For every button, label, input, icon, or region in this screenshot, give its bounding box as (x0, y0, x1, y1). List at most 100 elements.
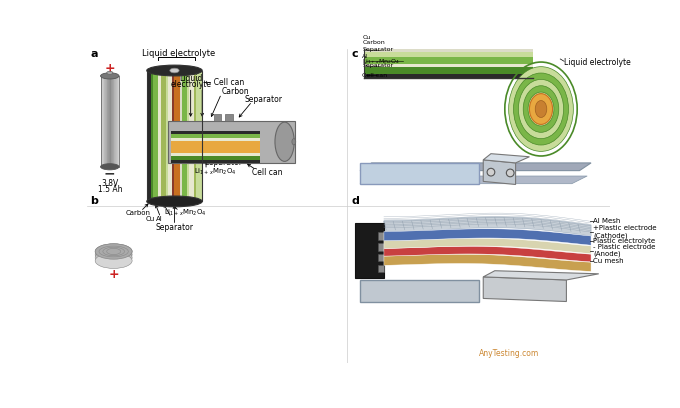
Text: +: + (540, 285, 549, 295)
Polygon shape (364, 36, 533, 40)
Bar (364, 17, 533, 78)
Polygon shape (364, 48, 533, 52)
Bar (112, 76, 113, 167)
Ellipse shape (535, 100, 547, 118)
Polygon shape (483, 271, 599, 280)
Ellipse shape (95, 247, 132, 262)
Polygon shape (364, 22, 533, 26)
Text: Cell can: Cell can (362, 73, 388, 78)
Bar (355, 223, 384, 278)
Text: AnyTesting.com: AnyTesting.com (479, 349, 540, 358)
Ellipse shape (530, 93, 553, 124)
Polygon shape (364, 73, 533, 78)
Text: b: b (90, 196, 99, 206)
Text: Cu: Cu (362, 35, 371, 40)
Bar (171, 131, 260, 134)
Text: a: a (90, 49, 98, 59)
Bar (171, 141, 260, 153)
Ellipse shape (292, 139, 296, 145)
Bar (147, 71, 202, 202)
Polygon shape (364, 58, 533, 64)
Bar (169, 71, 172, 202)
Text: - Plastic electrode
(Anode): - Plastic electrode (Anode) (594, 244, 656, 257)
Polygon shape (364, 26, 533, 32)
Bar (102, 76, 103, 167)
Ellipse shape (95, 244, 132, 259)
Text: Liquid electrolyte: Liquid electrolyte (141, 49, 215, 58)
Bar (214, 114, 222, 121)
Text: ← Cell can: ← Cell can (205, 78, 243, 86)
Text: +: + (105, 62, 115, 75)
Bar (171, 134, 260, 137)
Ellipse shape (101, 164, 119, 170)
Text: +: + (108, 268, 119, 281)
Bar (360, 280, 479, 302)
Ellipse shape (147, 65, 202, 76)
Text: Al Mesh: Al Mesh (594, 218, 621, 224)
Text: −: − (104, 166, 116, 180)
Text: Separator: Separator (362, 63, 394, 69)
Ellipse shape (275, 122, 294, 162)
Bar (171, 137, 260, 141)
Polygon shape (364, 73, 533, 78)
Bar (167, 121, 294, 163)
Text: Cu: Cu (146, 216, 154, 222)
Text: 3-4.1 W
1.1 Ah: 3-4.1 W 1.1 Ah (397, 163, 443, 184)
Polygon shape (364, 64, 533, 67)
Bar (196, 71, 202, 202)
Polygon shape (384, 254, 591, 271)
Bar (360, 163, 479, 184)
Bar (147, 71, 150, 202)
Text: 3.7 V
0.58 Ah: 3.7 V 0.58 Ah (397, 280, 442, 302)
Bar (172, 71, 175, 202)
Bar (180, 71, 182, 202)
Bar (117, 76, 118, 167)
Bar (189, 71, 194, 202)
Text: Liquid: Liquid (179, 74, 203, 83)
Ellipse shape (147, 196, 202, 207)
Bar (105, 76, 106, 167)
Polygon shape (364, 40, 533, 48)
Text: Cu mesh: Cu mesh (594, 258, 624, 264)
Ellipse shape (507, 169, 514, 177)
Bar (158, 71, 160, 202)
Bar (171, 160, 260, 163)
Bar (116, 76, 117, 167)
Text: Separator: Separator (245, 95, 283, 104)
Bar (115, 76, 116, 167)
Ellipse shape (95, 253, 132, 268)
Text: Separator: Separator (362, 47, 394, 52)
Text: electrolyte: electrolyte (170, 80, 211, 89)
Bar (109, 76, 111, 167)
Bar (171, 156, 260, 160)
Text: Carbon: Carbon (362, 40, 385, 44)
Ellipse shape (523, 86, 559, 132)
Text: Plastic electrolyte: Plastic electrolyte (594, 238, 656, 244)
Text: c: c (352, 49, 358, 59)
Bar (107, 76, 108, 167)
Bar (378, 254, 384, 262)
Text: −: − (487, 167, 495, 177)
Text: Li$_{1+x}$Mn$_2$O$_4$: Li$_{1+x}$Mn$_2$O$_4$ (194, 167, 237, 177)
Polygon shape (364, 40, 533, 48)
Polygon shape (364, 32, 533, 36)
Bar (182, 71, 187, 202)
Ellipse shape (509, 67, 573, 151)
Ellipse shape (513, 73, 568, 145)
Polygon shape (364, 58, 533, 64)
Ellipse shape (95, 244, 132, 259)
Polygon shape (384, 217, 591, 236)
Ellipse shape (101, 73, 119, 79)
Polygon shape (364, 67, 533, 73)
Text: Liquid electrolyte: Liquid electrolyte (564, 58, 631, 67)
Bar (118, 76, 119, 167)
Bar (194, 71, 196, 202)
Text: Li$_{1+x}$Mn$_2$O$_4$: Li$_{1+x}$Mn$_2$O$_4$ (164, 208, 206, 218)
Polygon shape (364, 36, 533, 40)
Bar (378, 243, 384, 251)
Bar (108, 76, 109, 167)
Ellipse shape (528, 92, 554, 126)
Polygon shape (364, 67, 533, 73)
Ellipse shape (487, 169, 495, 176)
Bar (378, 264, 384, 272)
